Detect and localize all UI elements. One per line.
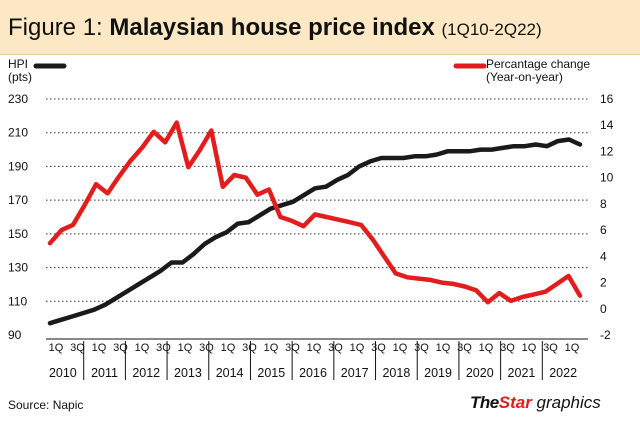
- y-tick-left: 190: [8, 159, 28, 173]
- x-tick-quarter: 1Q: [436, 342, 451, 354]
- x-tick-quarter: 3Q: [414, 342, 429, 354]
- x-tick-quarter: 3Q: [371, 342, 386, 354]
- title-range: (1Q10-2Q22): [441, 20, 542, 39]
- y-tick-right: 0: [600, 302, 607, 316]
- x-tick-quarter: 3Q: [543, 342, 558, 354]
- x-tick-year: 2011: [91, 366, 118, 380]
- x-tick-year: 2018: [382, 366, 410, 380]
- x-tick-quarter: 1Q: [178, 342, 193, 354]
- x-tick-quarter: 3Q: [500, 342, 515, 354]
- y-tick-right: 2: [600, 276, 607, 290]
- x-tick-year: 2013: [174, 366, 202, 380]
- x-tick-year: 2019: [424, 366, 452, 380]
- x-tick-quarter: 1Q: [49, 342, 64, 354]
- y-tick-left: 90: [8, 328, 22, 342]
- y-tick-left: 150: [8, 227, 28, 241]
- x-tick-quarter: 1Q: [393, 342, 408, 354]
- chart-title: Figure 1: Malaysian house price index (1…: [8, 14, 542, 42]
- y-tick-left: 170: [8, 193, 28, 207]
- legend-hpi-unit: (pts): [8, 70, 32, 84]
- y-tick-right: -2: [600, 328, 611, 342]
- x-tick-year: 2021: [508, 366, 536, 380]
- x-tick-quarter: 1Q: [221, 342, 236, 354]
- x-tick-quarter: 3Q: [328, 342, 343, 354]
- title-text: Malaysian house price index: [109, 14, 435, 41]
- x-tick-quarter: 1Q: [135, 342, 150, 354]
- legend-hpi: HPI (pts): [8, 58, 32, 84]
- x-tick-year: 2015: [257, 366, 285, 380]
- x-tick-quarter: 3Q: [457, 342, 472, 354]
- legend-change: Percantage change (Year-on-year): [486, 58, 590, 84]
- brand-the: The: [470, 393, 499, 412]
- x-tick-quarter: 3Q: [156, 342, 171, 354]
- y-tick-left: 230: [8, 92, 28, 106]
- y-tick-right: 12: [600, 144, 614, 158]
- x-tick-year: 2020: [466, 366, 494, 380]
- x-tick-quarter: 3Q: [113, 342, 128, 354]
- y-tick-right: 6: [600, 223, 607, 237]
- y-tick-right: 16: [600, 92, 614, 106]
- brand-star: Star: [498, 393, 532, 412]
- y-tick-left: 110: [8, 294, 27, 308]
- x-tick-quarter: 1Q: [92, 342, 107, 354]
- x-tick-quarter: 3Q: [285, 342, 300, 354]
- y-tick-right: 10: [600, 171, 614, 185]
- series-line-change: [47, 120, 583, 305]
- y-tick-right: 4: [600, 249, 607, 263]
- legend-change-name: Percantage change: [486, 57, 591, 71]
- y-tick-right: 8: [600, 197, 607, 211]
- y-tick-right: 14: [600, 118, 614, 132]
- brand-graphics: graphics: [531, 393, 601, 412]
- x-tick-quarter: 1Q: [264, 342, 279, 354]
- x-tick-year: 2012: [132, 366, 160, 380]
- x-tick-year: 2017: [341, 366, 369, 380]
- legend-hpi-name: HPI: [8, 57, 29, 71]
- y-tick-left: 130: [8, 261, 28, 275]
- x-tick-quarter: 1Q: [522, 342, 537, 354]
- x-tick-quarter: 3Q: [199, 342, 214, 354]
- x-tick-year: 2014: [216, 366, 244, 380]
- x-tick-quarter: 1Q: [350, 342, 365, 354]
- x-tick-quarter: 1Q: [307, 342, 322, 354]
- title-bar: Figure 1: Malaysian house price index (1…: [0, 0, 640, 55]
- x-tick-quarter: 1Q: [479, 342, 494, 354]
- y-tick-left: 210: [8, 126, 28, 140]
- figure-label: Figure 1:: [8, 14, 103, 41]
- source-note: Source: Napic: [8, 398, 84, 412]
- x-tick-year: 2022: [549, 366, 577, 380]
- brand-logo: TheStar graphics: [470, 393, 601, 413]
- legend-change-unit: (Year-on-year): [486, 70, 563, 84]
- x-tick-quarter: 1Q: [565, 342, 580, 354]
- x-tick-quarter: 3Q: [70, 342, 85, 354]
- x-tick-year: 2010: [49, 366, 77, 380]
- x-tick-quarter: 3Q: [242, 342, 257, 354]
- x-tick-year: 2016: [299, 366, 327, 380]
- series-line-hpi: [47, 137, 583, 326]
